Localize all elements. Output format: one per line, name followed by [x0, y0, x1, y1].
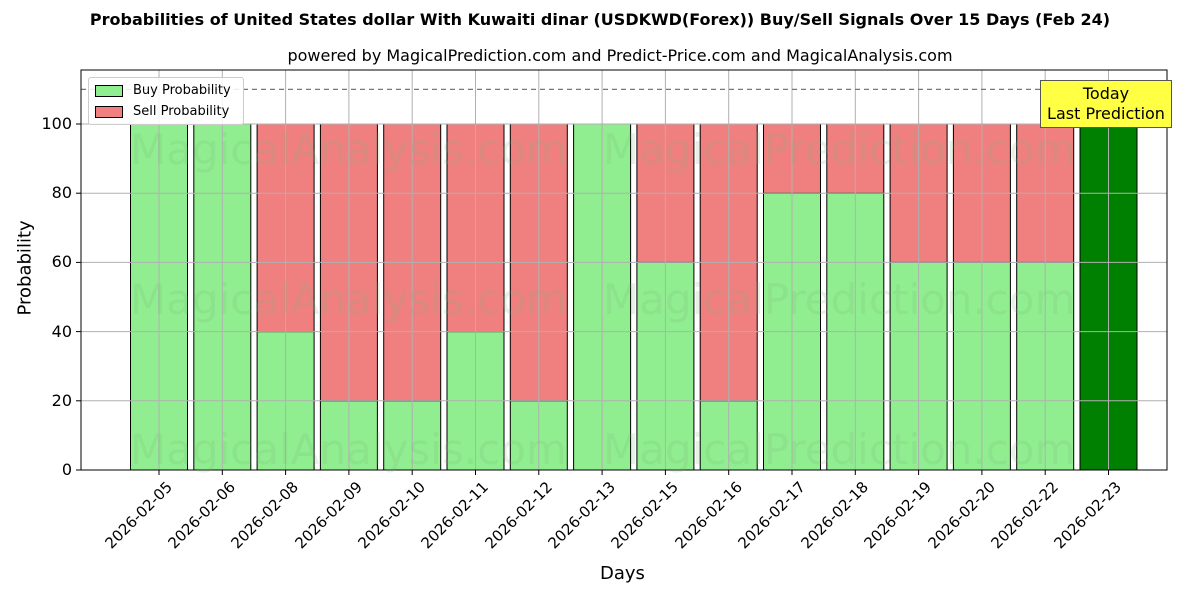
y-tick-label: 60: [51, 252, 72, 272]
sell-swatch: [95, 105, 123, 118]
chart-subtitle: powered by MagicalPrediction.com and Pre…: [287, 46, 953, 65]
legend: Buy Probability Sell Probability: [88, 77, 244, 125]
watermark: MagicalPrediction.com: [603, 425, 1076, 474]
y-tick-label: 20: [51, 390, 72, 410]
today-annotation: Today Last Prediction: [1040, 80, 1172, 128]
y-tick-label: 0: [61, 460, 72, 479]
watermark: MagicalPrediction.com: [603, 275, 1076, 324]
x-axis-label: Days: [600, 563, 645, 584]
annotation-line2: Last Prediction: [1047, 104, 1165, 123]
legend-buy-label: Buy Probability: [133, 83, 231, 98]
y-tick-label: 40: [51, 321, 72, 341]
annotation-line1: Today: [1082, 84, 1130, 103]
y-tick-label: 80: [51, 183, 72, 203]
watermark: MagicalAnalysis.com: [130, 275, 567, 324]
legend-item-sell: Sell Probability: [95, 104, 229, 119]
chart-title: Probabilities of United States dollar Wi…: [89, 10, 1111, 29]
watermark: MagicalPrediction.com: [603, 125, 1076, 174]
watermark: MagicalAnalysis.com: [130, 425, 567, 474]
buy-swatch: [95, 84, 123, 97]
legend-sell-label: Sell Probability: [133, 104, 230, 119]
legend-item-buy: Buy Probability: [95, 83, 231, 98]
y-tick-label: 100: [41, 114, 72, 133]
watermark: MagicalAnalysis.com: [130, 125, 567, 174]
